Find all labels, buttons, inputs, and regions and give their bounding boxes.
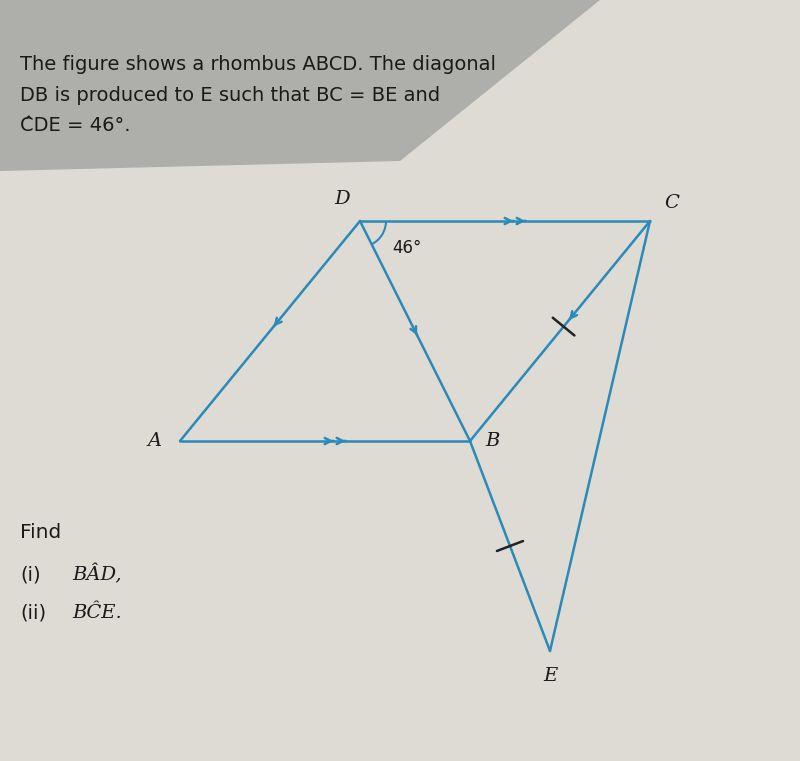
Text: C: C	[665, 194, 679, 212]
Text: Find: Find	[20, 524, 62, 542]
Polygon shape	[0, 0, 550, 181]
Text: E: E	[543, 667, 557, 685]
Text: B: B	[485, 432, 499, 450]
Text: The figure shows a rhombus ​ABCD. The diagonal: The figure shows a rhombus ​ABCD. The di…	[20, 56, 496, 74]
Text: (i): (i)	[20, 565, 41, 584]
Text: DB​ is produced to ​E​ such that ​BC​ = ​BE​ and: DB​ is produced to ​E​ such that ​BC​ = …	[20, 86, 440, 104]
Text: BĈE.: BĈE.	[72, 603, 122, 622]
Text: A: A	[148, 432, 162, 450]
Text: D: D	[334, 190, 350, 208]
Polygon shape	[0, 0, 600, 171]
Text: (ii): (ii)	[20, 603, 46, 622]
Text: 46°: 46°	[392, 239, 422, 257]
Text: ĈDE = 46°.: ĈDE = 46°.	[20, 116, 130, 135]
Text: BÂD,: BÂD,	[72, 565, 122, 584]
